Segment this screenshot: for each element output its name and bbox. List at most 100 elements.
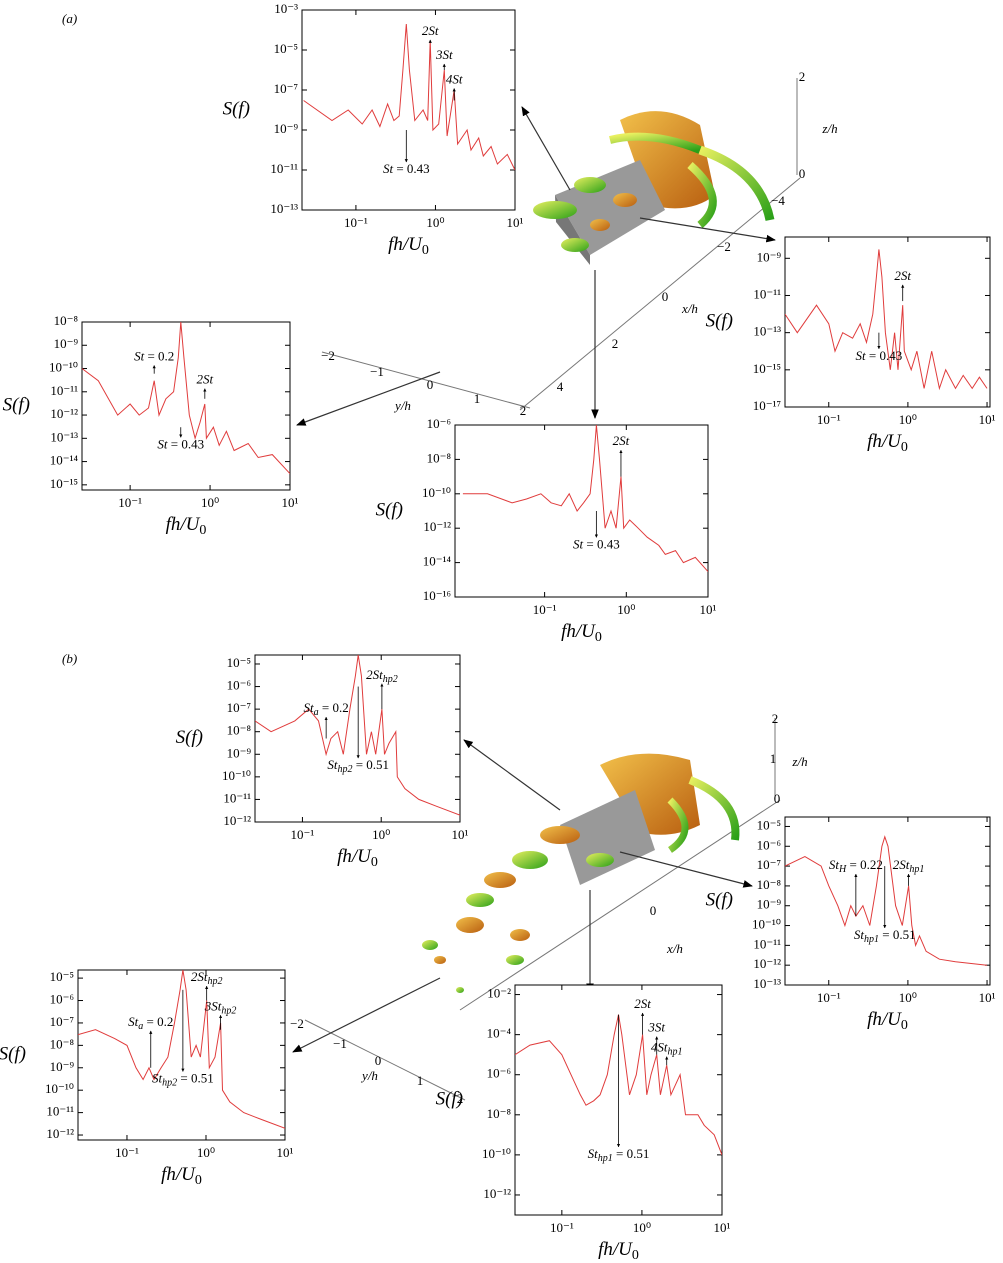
annotation-text: St — [573, 536, 584, 551]
y-axis-label: S(f) — [706, 889, 733, 910]
x-tick-label: 10¹ — [979, 412, 996, 427]
y-tick-label: 10⁻¹⁰ — [49, 360, 78, 375]
annotation: Sthp2 = 0.51 — [152, 1070, 214, 1088]
x-axis-label: fh/U0 — [337, 846, 378, 870]
spectrum-line — [82, 322, 290, 475]
x-tick-label: 10⁻¹ — [344, 215, 368, 230]
y-tick-label: 10⁻⁶ — [487, 1066, 511, 1081]
spectrum-chart: 10⁻⁹ 10⁻¹¹ 10⁻¹³ 10⁻¹⁵ 10⁻¹⁷ 10⁻¹ 10⁰ 10¹ S(f) fh… — [706, 236, 996, 455]
annotation-text: 2St — [191, 969, 208, 984]
plot-frame — [784, 236, 991, 408]
tick-label-3d: 2 — [612, 336, 619, 351]
annotation: 2St — [422, 23, 439, 38]
annotation: 4Sthp1 — [651, 1040, 683, 1058]
annotation-text: St — [383, 161, 394, 176]
plot-frame — [454, 424, 709, 598]
annotation-tail: = 0.43 — [393, 161, 430, 176]
y-tick-label: 10⁻¹⁶ — [423, 588, 451, 603]
annotation: 3St — [647, 1020, 665, 1035]
spectrum-chart: 10⁻³ 10⁻⁵ 10⁻⁷ 10⁻⁹ 10⁻¹¹ 10⁻¹³ 10⁻¹ 10⁰ 10¹ S(f)… — [223, 1, 524, 258]
y-tick-label: 10⁻⁶ — [227, 678, 251, 693]
x-axis-label-sub: 0 — [422, 243, 429, 258]
y-tick-label: 10⁻¹³ — [270, 201, 298, 216]
tick-label-3d: 0 — [799, 166, 806, 181]
tick-label-3d: 1 — [770, 751, 777, 766]
spectrum-chart: 10⁻⁶ 10⁻⁸ 10⁻¹⁰ 10⁻¹² 10⁻¹⁴ 10⁻¹⁶ 10⁻¹ 10⁰ 10¹ S(… — [376, 416, 717, 645]
x-tick-label: 10⁰ — [899, 412, 917, 427]
y-axis-label: S(f) — [223, 98, 250, 119]
y-tick-label: 10⁻⁷ — [50, 1014, 74, 1029]
x-tick-label: 10⁰ — [201, 495, 219, 510]
y-axis-label: S(f) — [0, 1043, 26, 1064]
x-tick-label: 10⁻¹ — [817, 990, 841, 1005]
annotation-tail: = 0.51 — [177, 1070, 214, 1085]
spectrum-chart: 10⁻² 10⁻⁴ 10⁻⁶ 10⁻⁸ 10⁻¹⁰ 10⁻¹² 10⁻¹ 10⁰ 10¹ S(f)… — [436, 984, 731, 1263]
tick-label-3d: 2 — [772, 711, 779, 726]
y-tick-label: 10⁻¹¹ — [46, 1104, 74, 1119]
y-tick-label: 10⁻¹² — [223, 813, 251, 828]
annotation-text: St — [128, 1014, 139, 1029]
x-axis-label-sub: 0 — [901, 440, 908, 455]
annotation-text: 2St — [366, 667, 383, 682]
annotation-sub: hp2 — [337, 764, 352, 775]
tick-label-3d: 0 — [662, 289, 669, 304]
y-tick-label: 10⁻⁶ — [50, 992, 74, 1007]
x-tick-label: 10⁰ — [899, 990, 917, 1005]
y-tick-label: 10⁻¹⁷ — [753, 398, 781, 413]
annotation-sub: hp2 — [221, 1006, 236, 1017]
y-tick-label: 10⁻⁹ — [227, 745, 252, 760]
x-axis-label-sub: 0 — [595, 630, 602, 645]
annotation-sub: hp2 — [383, 674, 398, 685]
axis-label-3d: z/h — [791, 754, 807, 769]
annotation: St = 0.43 — [157, 436, 204, 451]
spectrum-line — [785, 835, 988, 966]
x-axis-label-sub: 0 — [195, 1173, 202, 1188]
x-axis-label-text: fh/U — [166, 514, 201, 535]
annotation: StH = 0.22 — [829, 857, 883, 875]
y-tick-label: 10⁻⁴ — [487, 1026, 512, 1041]
spectrum-line — [303, 23, 515, 171]
x-tick-label: 10¹ — [277, 1145, 294, 1160]
annotation-sub: hp1 — [668, 1047, 683, 1058]
x-axis-label: fh/U0 — [388, 234, 429, 258]
annotation: Sta = 0.2 — [128, 1014, 173, 1032]
x-tick-label: 10¹ — [452, 827, 469, 842]
plot-area — [82, 322, 290, 475]
x-axis-label-sub: 0 — [371, 855, 378, 870]
annotation: 2St — [613, 433, 630, 448]
axis-label-3d: y/h — [393, 398, 411, 413]
x-tick-label: 10⁻¹ — [115, 1145, 139, 1160]
tick-label-3d: 1 — [417, 1073, 424, 1088]
annotation-text: St — [327, 757, 338, 772]
x-tick-label: 10¹ — [507, 215, 524, 230]
x-axis-label-text: fh/U — [161, 1164, 196, 1185]
annotation-sub: H — [838, 864, 847, 875]
spectrum-line — [462, 425, 708, 572]
y-tick-label: 10⁻⁸ — [487, 1106, 512, 1121]
spectrum-line — [78, 970, 285, 1129]
annotation-tail: = 0.2 — [143, 1014, 173, 1029]
y-tick-label: 10⁻¹² — [483, 1186, 511, 1201]
y-axis-label: S(f) — [3, 394, 30, 415]
y-tick-label: 10⁻⁹ — [54, 336, 79, 351]
spectrum-chart: 10⁻⁵ 10⁻⁶ 10⁻⁷ 10⁻⁸ 10⁻⁹ 10⁻¹⁰ 10⁻¹¹ 10⁻¹² 10⁻¹ 1… — [0, 969, 294, 1188]
annotation-sub: hp1 — [864, 934, 879, 945]
scene-b-render — [292, 718, 781, 1101]
annotation-text: 4St — [446, 71, 463, 86]
x-axis-label: fh/U0 — [598, 1239, 639, 1263]
plot-area — [462, 425, 708, 572]
x-tick-label: 10⁰ — [633, 1220, 651, 1235]
x-axis-label-text: fh/U — [867, 1009, 902, 1030]
annotation-text: St — [856, 348, 867, 363]
x-axis-label: fh/U0 — [867, 431, 908, 455]
y-tick-label: 10⁻⁵ — [50, 969, 74, 984]
annotation-tail: = 0.51 — [352, 757, 389, 772]
y-tick-label: 10⁻⁷ — [274, 81, 298, 96]
axis-label-3d: x/h — [666, 941, 683, 956]
annotation-sub: hp2 — [162, 1078, 177, 1089]
annotation: 2Sthp2 — [366, 667, 398, 685]
y-tick-label: 10⁻¹⁰ — [222, 768, 251, 783]
axis-label-3d: y/h — [360, 1068, 378, 1083]
y-tick-label: 10⁻³ — [274, 1, 298, 16]
annotation-text: 2St — [422, 23, 439, 38]
